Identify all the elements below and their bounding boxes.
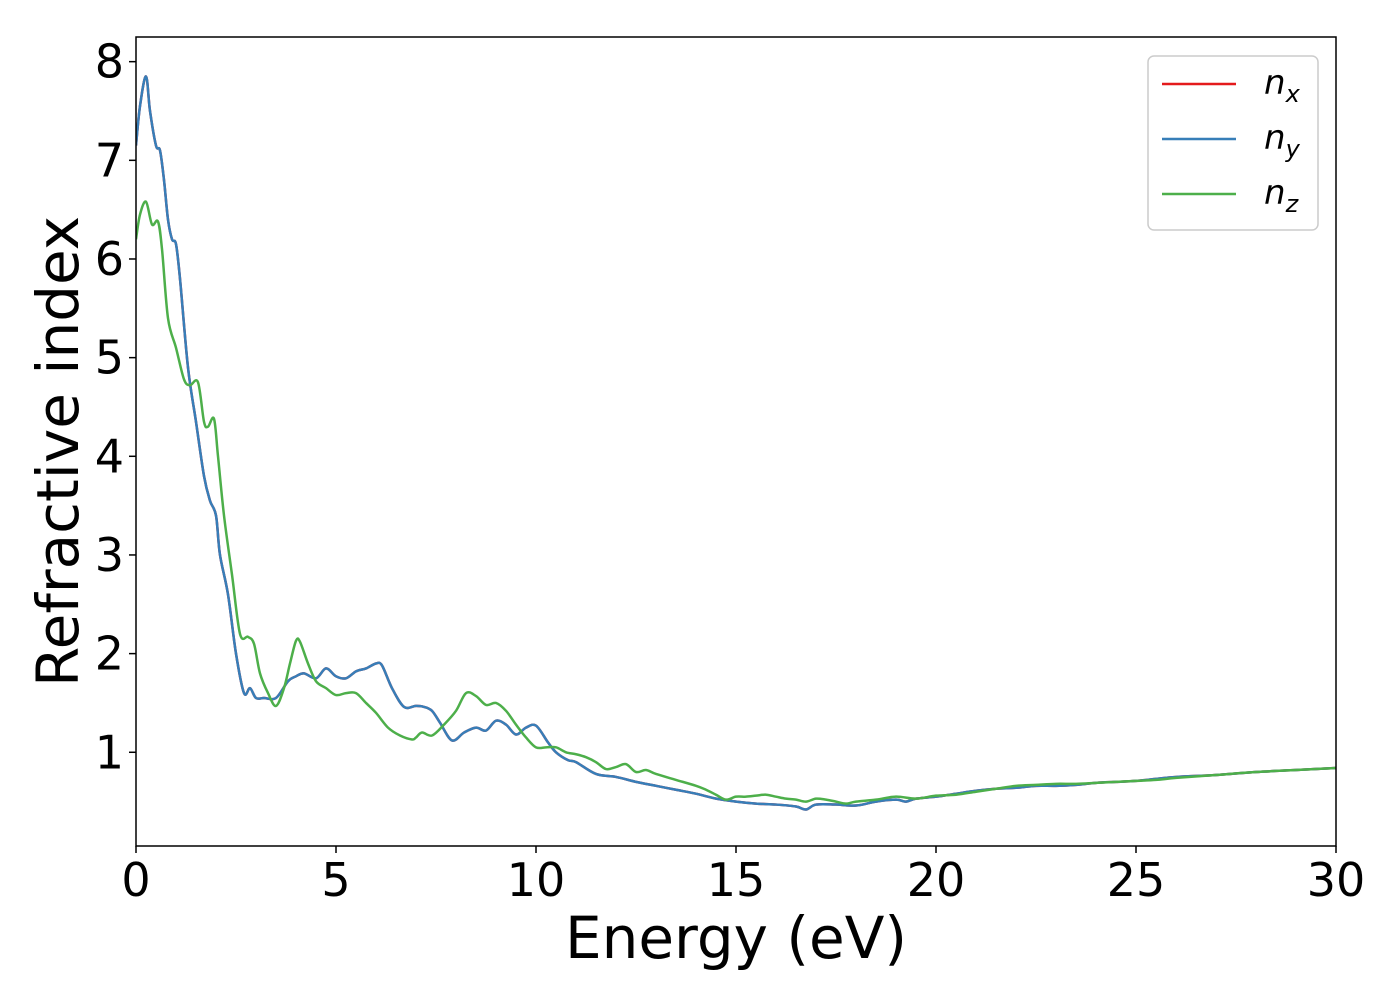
legend-label-x: nx xyxy=(1264,63,1301,108)
y-axis-ticks: 1 2 3 4 5 6 7 8 xyxy=(95,35,136,779)
x-tick-label: 0 xyxy=(121,853,150,907)
x-tick-label: 25 xyxy=(1107,853,1166,907)
x-tick-label: 30 xyxy=(1307,853,1366,907)
y-tick-label: 1 xyxy=(95,725,124,779)
legend-label-sub: z xyxy=(1285,190,1300,218)
legend-label-main: n xyxy=(1264,63,1286,103)
y-tick-label: 3 xyxy=(95,528,124,582)
y-tick-label: 5 xyxy=(95,331,124,385)
legend-box xyxy=(1147,55,1319,231)
y-tick-label: 8 xyxy=(95,35,124,89)
x-tick-label: 20 xyxy=(907,853,966,907)
legend-label-main: n xyxy=(1264,118,1286,158)
y-tick-label: 4 xyxy=(95,429,124,483)
series-line-z xyxy=(136,200,1336,805)
y-axis-label: Refractive index xyxy=(24,216,92,687)
x-axis-ticks: 0 5 10 15 20 25 30 xyxy=(121,846,1365,907)
x-tick-label: 15 xyxy=(707,853,766,907)
legend-label-main: n xyxy=(1264,173,1286,213)
y-tick-label: 2 xyxy=(95,627,124,681)
legend-label-sub: y xyxy=(1285,135,1301,163)
x-tick-label: 10 xyxy=(507,853,566,907)
legend-label-z: nz xyxy=(1264,173,1300,218)
legend-label-sub: x xyxy=(1285,80,1301,108)
y-tick-label: 7 xyxy=(95,133,124,187)
legend-label-y: ny xyxy=(1264,118,1301,163)
plot-lines xyxy=(136,75,1336,811)
y-tick-label: 6 xyxy=(95,232,124,286)
x-axis-label: Energy (eV) xyxy=(565,904,907,972)
x-tick-label: 5 xyxy=(321,853,350,907)
